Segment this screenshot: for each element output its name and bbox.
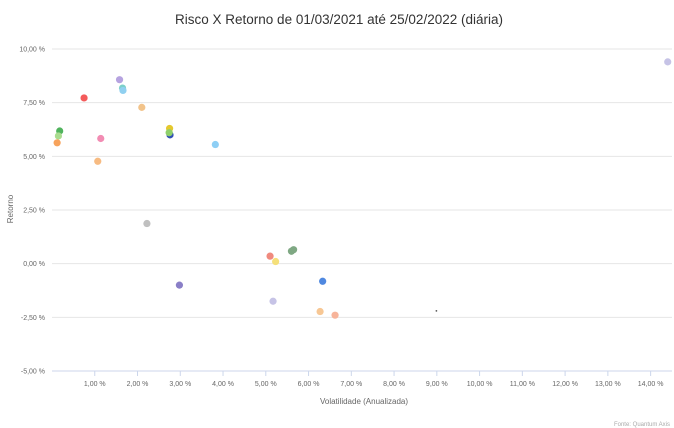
y-tick-label: 5,00 % <box>23 154 45 161</box>
y-tick-label: 7,50 % <box>23 100 45 107</box>
scatter-point[interactable] <box>165 129 173 137</box>
scatter-point[interactable] <box>138 103 146 111</box>
scatter-point[interactable] <box>119 86 127 95</box>
scatter-point[interactable] <box>53 139 61 147</box>
x-tick-label: 6,00 % <box>298 381 320 388</box>
x-tick-label: 1,00 % <box>84 381 106 388</box>
y-tick-label: 0,00 % <box>23 261 45 268</box>
scatter-point[interactable] <box>266 252 274 260</box>
y-axis-label: Retorno <box>6 194 15 223</box>
grid-lines <box>52 48 672 318</box>
x-tick-label: 3,00 % <box>169 381 191 388</box>
scatter-point[interactable] <box>175 281 184 289</box>
x-axis-label: Volatilidade (Anualizada) <box>320 397 408 406</box>
x-tick-label: 9,00 % <box>426 381 448 388</box>
x-tick-labels: 1,00 % 2,00 % 3,00 % 4,00 % 5,00 % 6,00 % 7,00… <box>84 371 664 388</box>
scatter-point[interactable] <box>143 219 151 228</box>
scatter-point[interactable] <box>211 140 219 149</box>
x-tick-label: 5,00 % <box>255 381 277 388</box>
y-tick-label: 2,50 % <box>23 208 45 215</box>
scatter-point[interactable] <box>272 257 280 266</box>
y-tick-label: -5,00 % <box>21 369 45 376</box>
source-note: Fonte: Quantum Axis <box>614 422 670 428</box>
y-tick-label: 10,00 % <box>19 47 45 54</box>
x-tick-label: 8,00 % <box>383 381 405 388</box>
scatter-point[interactable] <box>54 132 63 140</box>
scatter-point[interactable] <box>664 58 672 66</box>
x-tick-label: 11,00 % <box>510 381 535 388</box>
x-tick-label: 10,00 % <box>467 381 493 388</box>
scatter-point[interactable] <box>289 246 298 254</box>
x-tick-label: 2,00 % <box>127 381 149 388</box>
scatter-point[interactable] <box>97 134 105 143</box>
scatter-point-small[interactable] <box>435 309 438 312</box>
scatter-point[interactable] <box>115 76 124 84</box>
x-tick-label: 14,00 % <box>638 381 664 388</box>
chart-title: Risco X Retorno de 01/03/2021 até 25/02/… <box>175 12 503 27</box>
scatter-point[interactable] <box>269 297 277 305</box>
x-tick-label: 13,00 % <box>595 381 621 388</box>
scatter-point[interactable] <box>319 277 327 285</box>
scatter-point[interactable] <box>316 307 324 316</box>
y-tick-labels: 10,00 % 7,50 % 5,00 % 2,50 % 0,00 % -2,50 % -5… <box>19 47 45 376</box>
scatter-point[interactable] <box>80 94 88 102</box>
x-tick-label: 4,00 % <box>212 381 234 388</box>
y-tick-label: -2,50 % <box>21 315 45 322</box>
scatter-point[interactable] <box>94 157 102 165</box>
x-tick-label: 7,00 % <box>340 381 362 388</box>
scatter-point[interactable] <box>331 311 339 319</box>
x-tick-label: 12,00 % <box>552 381 578 388</box>
scatter-points <box>53 58 672 319</box>
